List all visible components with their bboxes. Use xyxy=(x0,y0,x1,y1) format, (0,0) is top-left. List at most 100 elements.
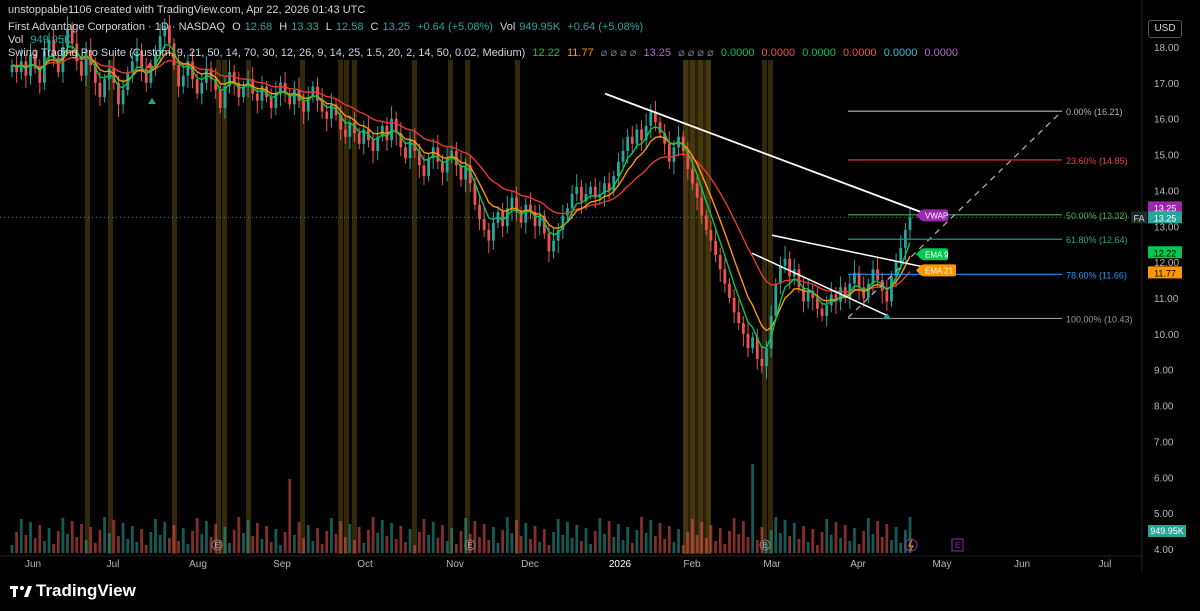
candle-body xyxy=(630,136,634,144)
volume-bar xyxy=(686,532,690,553)
volume-bar xyxy=(121,523,125,553)
volume-bar xyxy=(441,525,444,553)
candle-body xyxy=(547,233,551,252)
volume-bar xyxy=(29,522,32,553)
candle-body xyxy=(144,68,148,83)
candle-body xyxy=(556,229,560,241)
volume-bar xyxy=(552,532,555,553)
candle-body xyxy=(15,64,19,73)
line-label-badge xyxy=(922,248,948,261)
x-tick-label: Jul xyxy=(1099,559,1112,570)
volume-bar xyxy=(390,523,393,553)
trendline-lower[interactable] xyxy=(751,252,889,317)
volume-bar xyxy=(172,525,176,553)
volume-bar xyxy=(640,517,643,553)
earnings-marker-label: E xyxy=(214,541,219,550)
volume-bar xyxy=(792,523,796,553)
indicator-value-9: 0.0000 xyxy=(924,47,959,59)
highlight-band xyxy=(222,60,227,554)
candle-body xyxy=(445,158,449,173)
volume-bar xyxy=(779,533,782,553)
volume-bar xyxy=(399,526,403,553)
volume-bar xyxy=(542,529,546,553)
x-tick-label: Dec xyxy=(521,559,539,570)
candle-body xyxy=(621,150,625,162)
volume-bar xyxy=(348,524,352,553)
candle-body xyxy=(649,111,653,126)
y-tick-label: 14.00 xyxy=(1154,186,1179,197)
highlight-band xyxy=(515,60,520,554)
volume-bar xyxy=(839,538,842,553)
x-tick-label: Oct xyxy=(357,559,373,570)
candle-body xyxy=(482,219,486,230)
volume-bar xyxy=(621,540,625,553)
volume-bar xyxy=(232,530,236,553)
earnings-marker-icon[interactable] xyxy=(211,539,223,551)
volume-bar xyxy=(279,545,282,553)
candle-body xyxy=(325,111,329,119)
indicator-name: Swing Trading Pro Suite (Custom, 9, 21, … xyxy=(8,47,526,59)
trendline-upper[interactable] xyxy=(771,234,936,271)
volume-bar xyxy=(251,536,255,553)
lightning-icon[interactable] xyxy=(904,538,918,552)
candle-body xyxy=(751,337,755,349)
volume-bar xyxy=(339,521,343,553)
volume-tag xyxy=(1148,525,1186,537)
volume-bar xyxy=(492,527,495,553)
volume-bar xyxy=(431,522,435,553)
volume-bar xyxy=(205,521,208,553)
candle-body xyxy=(223,86,227,108)
volume-bar xyxy=(334,534,338,553)
trendline-main[interactable] xyxy=(604,92,941,220)
candle-body xyxy=(857,272,861,288)
volume-bar xyxy=(454,544,458,553)
candle-body xyxy=(242,86,245,98)
volume-bar xyxy=(427,535,430,553)
earnings-marker-icon[interactable] xyxy=(464,539,476,551)
candle-body xyxy=(232,72,236,83)
indicator-ema21-value: 11.77 xyxy=(566,47,594,59)
volume-bar xyxy=(751,464,755,553)
signal-arrow xyxy=(883,313,891,319)
currency-button[interactable]: USD xyxy=(1148,20,1182,38)
highlight-band xyxy=(762,60,767,554)
earnings-marker-icon[interactable] xyxy=(759,539,771,551)
volume-bar xyxy=(186,544,190,553)
candle-body xyxy=(760,358,764,367)
candle-body xyxy=(658,122,662,134)
candle-body xyxy=(316,86,319,101)
indicator-row[interactable]: Swing Trading Pro Suite (Custom, 9, 21, … xyxy=(8,47,959,59)
candle-body xyxy=(871,269,875,284)
ema-red-line xyxy=(11,56,911,293)
volume-bar xyxy=(510,533,514,553)
volume-bar xyxy=(626,527,630,553)
y-tick-label: 8.00 xyxy=(1154,402,1174,413)
volume-bar xyxy=(288,479,292,553)
candle-body xyxy=(98,82,102,98)
candle-body xyxy=(769,315,773,349)
price-tag xyxy=(1148,266,1182,279)
candle-body xyxy=(154,54,157,65)
highlight-band xyxy=(448,60,453,554)
candle-body xyxy=(126,72,130,91)
volume-bar xyxy=(871,534,875,553)
candle-body xyxy=(394,118,398,134)
tradingview-logo-icon xyxy=(10,586,32,597)
volume-bar xyxy=(899,543,903,553)
volume-bar xyxy=(371,517,375,553)
low-value: 12.58 xyxy=(335,21,364,33)
candle-body xyxy=(654,111,657,123)
volume-bar xyxy=(644,533,648,553)
candle-body xyxy=(279,82,282,94)
price-tag xyxy=(1148,246,1182,259)
future-earnings-icon[interactable] xyxy=(951,538,964,552)
candle-body xyxy=(246,79,250,87)
volume-bar xyxy=(737,534,741,553)
volume-bar xyxy=(885,524,889,553)
price-tag-label: 11.77 xyxy=(1154,268,1176,278)
candle-body xyxy=(561,215,565,230)
candle-body xyxy=(890,276,893,302)
candle-body xyxy=(691,168,694,184)
